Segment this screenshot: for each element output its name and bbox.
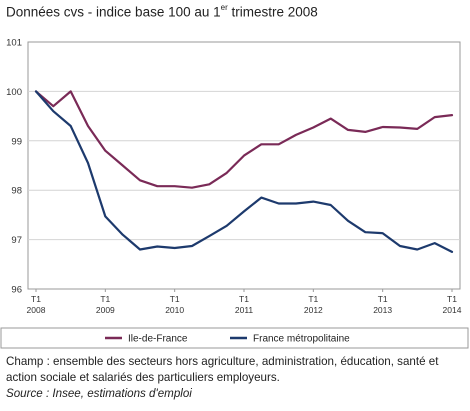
- legend: Ile-de-France France métropolitaine: [0, 327, 469, 349]
- y-tick-label: 96: [11, 285, 22, 296]
- champ-note: Champ : ensemble des secteurs hors agric…: [6, 355, 439, 384]
- x-tick-label-quarter: T1: [378, 294, 388, 304]
- series-line-2: [34, 90, 454, 253]
- x-tick-label-quarter: T1: [170, 294, 180, 304]
- legend-label: France métropolitaine: [253, 334, 350, 345]
- y-tick-label: 99: [11, 136, 22, 147]
- x-tick-label-quarter: T1: [308, 294, 318, 304]
- series-lines: [34, 90, 454, 253]
- y-tick-label: 101: [6, 38, 22, 49]
- legend-label: Ile-de-France: [128, 334, 188, 345]
- x-tick-label-year: 2009: [96, 305, 115, 315]
- legend-frame: [0, 327, 469, 349]
- x-axis-ticks: T12008T12009T12010T12011T12012T12013T120…: [27, 289, 462, 315]
- gridlines: [28, 90, 460, 241]
- x-tick-label-quarter: T1: [31, 294, 41, 304]
- chart-notes: Champ : ensemble des secteurs hors agric…: [6, 354, 466, 402]
- x-tick-label-quarter: T1: [447, 294, 457, 304]
- x-tick-label-year: 2010: [165, 305, 184, 315]
- x-tick-label-quarter: T1: [100, 294, 110, 304]
- series-line-1: [34, 90, 454, 189]
- source-note: Source : Insee, estimations d'emploi: [6, 387, 192, 400]
- y-tick-label: 98: [11, 186, 22, 197]
- x-tick-label-year: 2014: [443, 305, 462, 315]
- y-tick-label: 97: [11, 235, 22, 246]
- chart-title: Données cvs - indice base 100 au 1er tri…: [6, 3, 318, 20]
- plot-frame: [27, 41, 461, 290]
- x-tick-label-year: 2012: [304, 305, 323, 315]
- x-tick-label-year: 2011: [235, 305, 254, 315]
- x-tick-label-year: 2008: [27, 305, 46, 315]
- x-tick-label-year: 2013: [373, 305, 392, 315]
- y-tick-label: 100: [6, 87, 22, 98]
- x-tick-label-quarter: T1: [239, 294, 249, 304]
- y-axis-ticks: 96 97 98 99 100 101: [6, 38, 22, 296]
